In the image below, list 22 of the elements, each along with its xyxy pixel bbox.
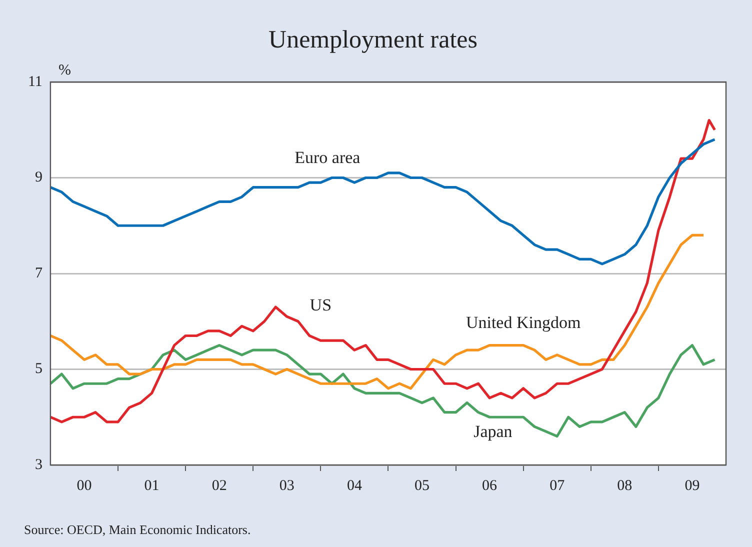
y-tick-label: 3	[34, 456, 42, 473]
x-tick-label: 04	[346, 478, 362, 494]
x-tick-label: 03	[279, 478, 294, 494]
y-tick-label: 7	[34, 265, 43, 282]
x-tick-label: 09	[684, 478, 700, 494]
y-tick-label: 11	[28, 74, 42, 90]
series-label: United Kingdom	[466, 312, 581, 332]
x-tick-label: 07	[550, 478, 566, 494]
series-label: Japan	[474, 422, 513, 441]
x-tick-label: 01	[144, 478, 160, 494]
series-label: US	[310, 296, 332, 315]
source-note: Source: OECD, Main Economic Indicators.	[24, 522, 251, 537]
x-tick-label: 02	[212, 478, 227, 494]
y-tick-label: 5	[34, 361, 42, 378]
series-label: Euro area	[294, 148, 361, 168]
x-tick-label: 05	[414, 478, 430, 494]
x-tick-label: 06	[482, 478, 498, 494]
chart-title: Unemployment rates	[268, 26, 478, 54]
y-tick-label: 9	[34, 170, 42, 186]
x-tick-label: 08	[617, 478, 632, 494]
y-axis-title: %	[58, 62, 71, 78]
x-tick-label: 00	[76, 478, 92, 494]
